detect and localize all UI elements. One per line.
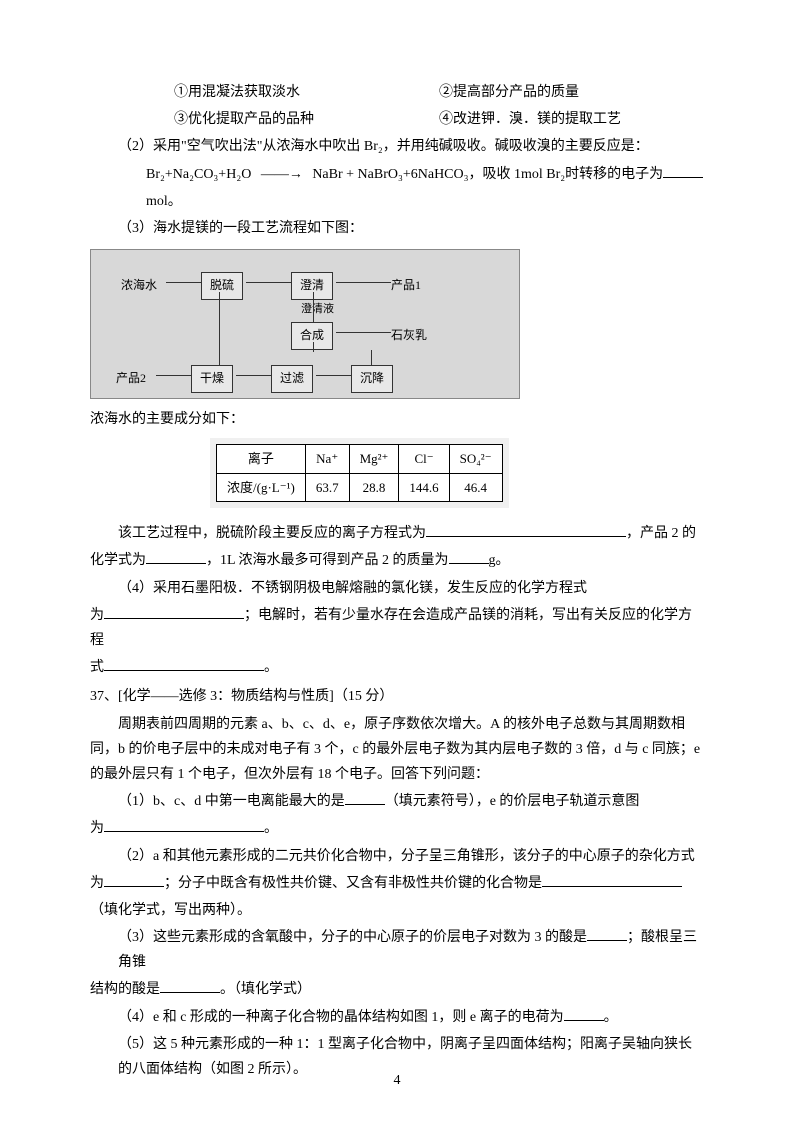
option-3: ③优化提取产品的品种 [174, 107, 439, 132]
node-precip: 沉降 [351, 365, 393, 393]
blank-input [542, 873, 682, 887]
arrow-icon: ——→ [261, 167, 303, 182]
val-na: 63.7 [305, 473, 349, 501]
blank-input [449, 550, 489, 564]
val-mg: 28.8 [349, 473, 399, 501]
q2-eq-left: Br₂+Na₂CO₃+H₂O [146, 167, 251, 182]
blank-input [160, 979, 220, 993]
q37-sub1-d: 。 [264, 821, 278, 836]
node-product2: 产品2 [116, 368, 146, 390]
q4-text3: 式 [90, 660, 104, 675]
q37-sub1-b: （填元素符号），e 的价层电子轨道示意图 [385, 794, 640, 809]
node-input: 浓海水 [121, 275, 157, 297]
process-diagram: 浓海水 脱硫 澄清 产品1 澄清液 合成 石灰乳 沉降 过滤 干燥 产品2 [90, 249, 520, 399]
val-cl: 144.6 [399, 473, 449, 501]
q4-line2: 为；电解时，若有少量水存在会造成产品镁的消耗，写出有关反应的化学方程 [90, 603, 704, 653]
ion-table-wrap: 离子 Na⁺ Mg²⁺ Cl⁻ SO₄²⁻ 浓度/(g·L⁻¹) 63.7 28… [210, 438, 509, 508]
node-filter: 过滤 [271, 365, 313, 393]
q4-text1: 为 [90, 608, 104, 623]
table-header-row: 离子 Na⁺ Mg²⁺ Cl⁻ SO₄²⁻ [217, 445, 503, 473]
q3-text2: ，产品 2 的 [626, 526, 696, 541]
val-so4: 46.4 [449, 473, 502, 501]
q37-sub3-line1: （3）这些元素形成的含氧酸中，分子的中心原子的价层电子对数为 3 的酸是；酸根呈… [90, 925, 704, 975]
option-2: ②提高部分产品的质量 [439, 80, 704, 105]
q4-prefix: （4）采用石墨阳极．不锈钢阴极电解熔融的氯化镁，发生反应的化学方程式 [90, 576, 704, 601]
q3-text3: 化学式为 [90, 553, 146, 568]
table-data-row: 浓度/(g·L⁻¹) 63.7 28.8 144.6 46.4 [217, 473, 503, 501]
q37-sub1: （1）b、c、d 中第一电离能最大的是 （填元素符号），e 的价层电子轨道示意图 [90, 789, 704, 814]
node-product1: 产品1 [391, 275, 421, 297]
q37-sub1-a: （1）b、c、d 中第一电离能最大的是 [118, 794, 345, 809]
q3-text-line2: 化学式为 ，1L 浓海水最多可得到产品 2 的质量为 g。 [90, 548, 704, 573]
option-4: ④改进钾．溴．镁的提取工艺 [439, 107, 704, 132]
q37-sub4-b: 。 [604, 1010, 618, 1025]
q37-sub2-line2: 为 ；分子中既含有极性共价键、又含有非极性共价键的化合物是 [90, 871, 704, 896]
th-ion: 离子 [217, 445, 306, 473]
q37-sub4: （4）e 和 c 形成的一种离子化合物的晶体结构如图 1，则 e 离子的电荷为 。 [90, 1005, 704, 1030]
q37-intro: 周期表前四周期的元素 a、b、c、d、e，原子序数依次增大。A 的核外电子总数与… [90, 712, 704, 788]
node-liquid: 澄清液 [301, 300, 334, 320]
row-label: 浓度/(g·L⁻¹) [217, 473, 306, 501]
composition-intro: 浓海水的主要成分如下： [90, 407, 704, 432]
q37-sub1-c: 为 [90, 821, 104, 836]
blank-input [146, 550, 206, 564]
q37-sub1-line2: 为。 [90, 816, 704, 841]
option-1: ①用混凝法获取淡水 [174, 80, 439, 105]
q2-equation: Br₂+Na₂CO₃+H₂O ——→ NaBr + NaBrO₃+6NaHCO₃… [90, 162, 704, 187]
ion-table: 离子 Na⁺ Mg²⁺ Cl⁻ SO₄²⁻ 浓度/(g·L⁻¹) 63.7 28… [216, 444, 503, 502]
q4-text4: 。 [264, 660, 278, 675]
blank-input [663, 164, 703, 178]
node-clarify: 澄清 [291, 272, 333, 300]
blank-input [587, 927, 627, 941]
q37-sub3-c: 结构的酸是 [90, 982, 160, 997]
q37-sub3-a: （3）这些元素形成的含氧酸中，分子的中心原子的价层电子对数为 3 的酸是 [118, 930, 587, 945]
th-so4: SO₄²⁻ [449, 445, 502, 473]
th-mg: Mg²⁺ [349, 445, 399, 473]
q37-sub3-d: 。（填化学式） [220, 982, 311, 997]
blank-input [104, 605, 244, 619]
q2-unit: mol。 [90, 189, 704, 214]
q37-title: 37、[化学——选修 3：物质结构与性质]（15 分） [90, 684, 704, 709]
node-desulfur: 脱硫 [201, 272, 243, 300]
q37-sub2-a: （2）a 和其他元素形成的二元共价化合物中，分子呈三角锥形，该分子的中心原子的杂… [90, 844, 704, 869]
blank-input [426, 523, 626, 537]
blank-input [104, 873, 164, 887]
blank-input [104, 818, 264, 832]
q4-line3: 式。 [90, 655, 704, 680]
q37-sub2-c: ；分子中既含有极性共价键、又含有非极性共价键的化合物是 [164, 876, 542, 891]
q37-sub3-line2: 结构的酸是 。（填化学式） [90, 977, 704, 1002]
th-na: Na⁺ [305, 445, 349, 473]
q3-text1: 该工艺过程中，脱硫阶段主要反应的离子方程式为 [118, 526, 426, 541]
node-synth: 合成 [291, 322, 333, 350]
q2-eq-right: NaBr + NaBrO₃+6NaHCO₃，吸收 1mol Br₂时转移的电子为 [312, 167, 663, 182]
q3-text4: ，1L 浓海水最多可得到产品 2 的质量为 [206, 553, 449, 568]
q37-sub2-b: 为 [90, 876, 104, 891]
q3-text5: g。 [489, 553, 510, 568]
options-row-1: ①用混凝法获取淡水 ②提高部分产品的质量 [90, 80, 704, 105]
th-cl: Cl⁻ [399, 445, 449, 473]
q3-prefix: （3）海水提镁的一段工艺流程如下图： [90, 216, 704, 241]
options-row-2: ③优化提取产品的品种 ④改进钾．溴．镁的提取工艺 [90, 107, 704, 132]
q3-text-line1: 该工艺过程中，脱硫阶段主要反应的离子方程式为 ，产品 2 的 [90, 521, 704, 546]
blank-input [345, 791, 385, 805]
q2-prefix: （2）采用"空气吹出法"从浓海水中吹出 Br₂，并用纯碱吸收。碱吸收溴的主要反应… [90, 134, 704, 159]
q37-sub2-d: （填化学式，写出两种）。 [90, 898, 704, 923]
node-dry: 干燥 [191, 365, 233, 393]
q37-sub4-a: （4）e 和 c 形成的一种离子化合物的晶体结构如图 1，则 e 离子的电荷为 [118, 1010, 564, 1025]
node-lime: 石灰乳 [391, 325, 427, 347]
blank-input [564, 1007, 604, 1021]
blank-input [104, 657, 264, 671]
page-number: 4 [394, 1068, 401, 1093]
